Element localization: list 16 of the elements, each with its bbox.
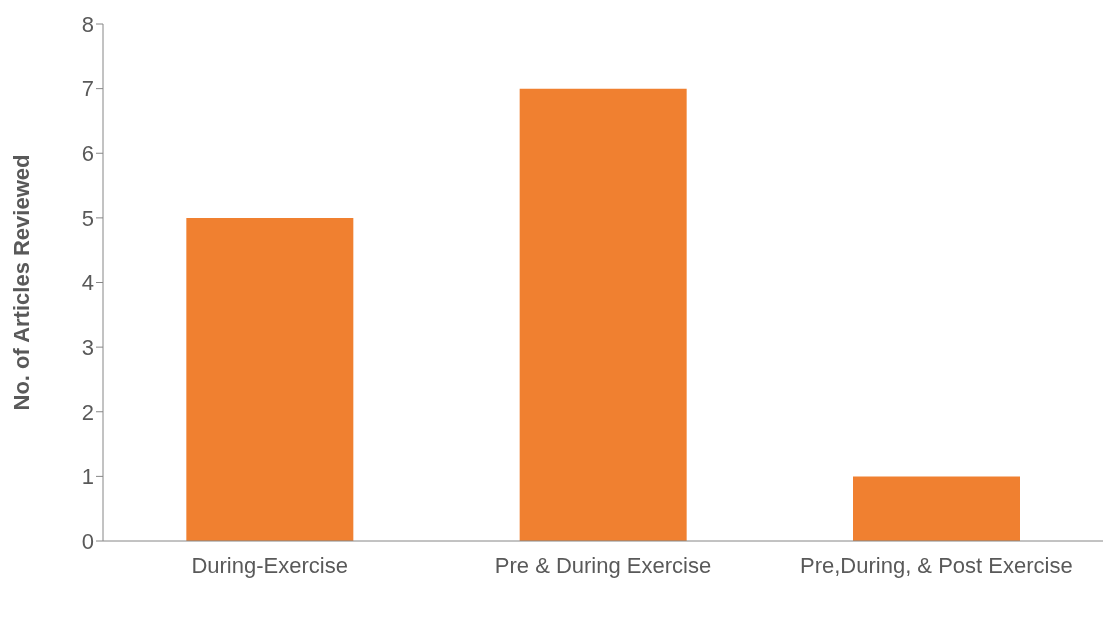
y-axis-title: No. of Articles Reviewed bbox=[8, 154, 34, 411]
bar bbox=[519, 88, 687, 541]
y-tick-label: 4 bbox=[81, 270, 94, 296]
y-tick-label: 1 bbox=[81, 464, 94, 490]
y-tick-label: 8 bbox=[81, 11, 94, 37]
y-tick-label: 0 bbox=[81, 528, 94, 554]
x-tick-label: Pre & During Exercise bbox=[494, 552, 712, 578]
bar bbox=[853, 476, 1020, 541]
y-tick-label: 3 bbox=[81, 334, 94, 360]
x-tick-label: Pre,During, & Post Exercise bbox=[800, 552, 1073, 578]
y-tick-label: 5 bbox=[81, 205, 94, 231]
y-tick-label: 6 bbox=[81, 141, 94, 167]
y-tick-label: 7 bbox=[81, 76, 94, 102]
x-tick-label: During-Exercise bbox=[191, 552, 348, 578]
bar bbox=[186, 217, 354, 541]
y-tick-label: 2 bbox=[81, 399, 94, 425]
